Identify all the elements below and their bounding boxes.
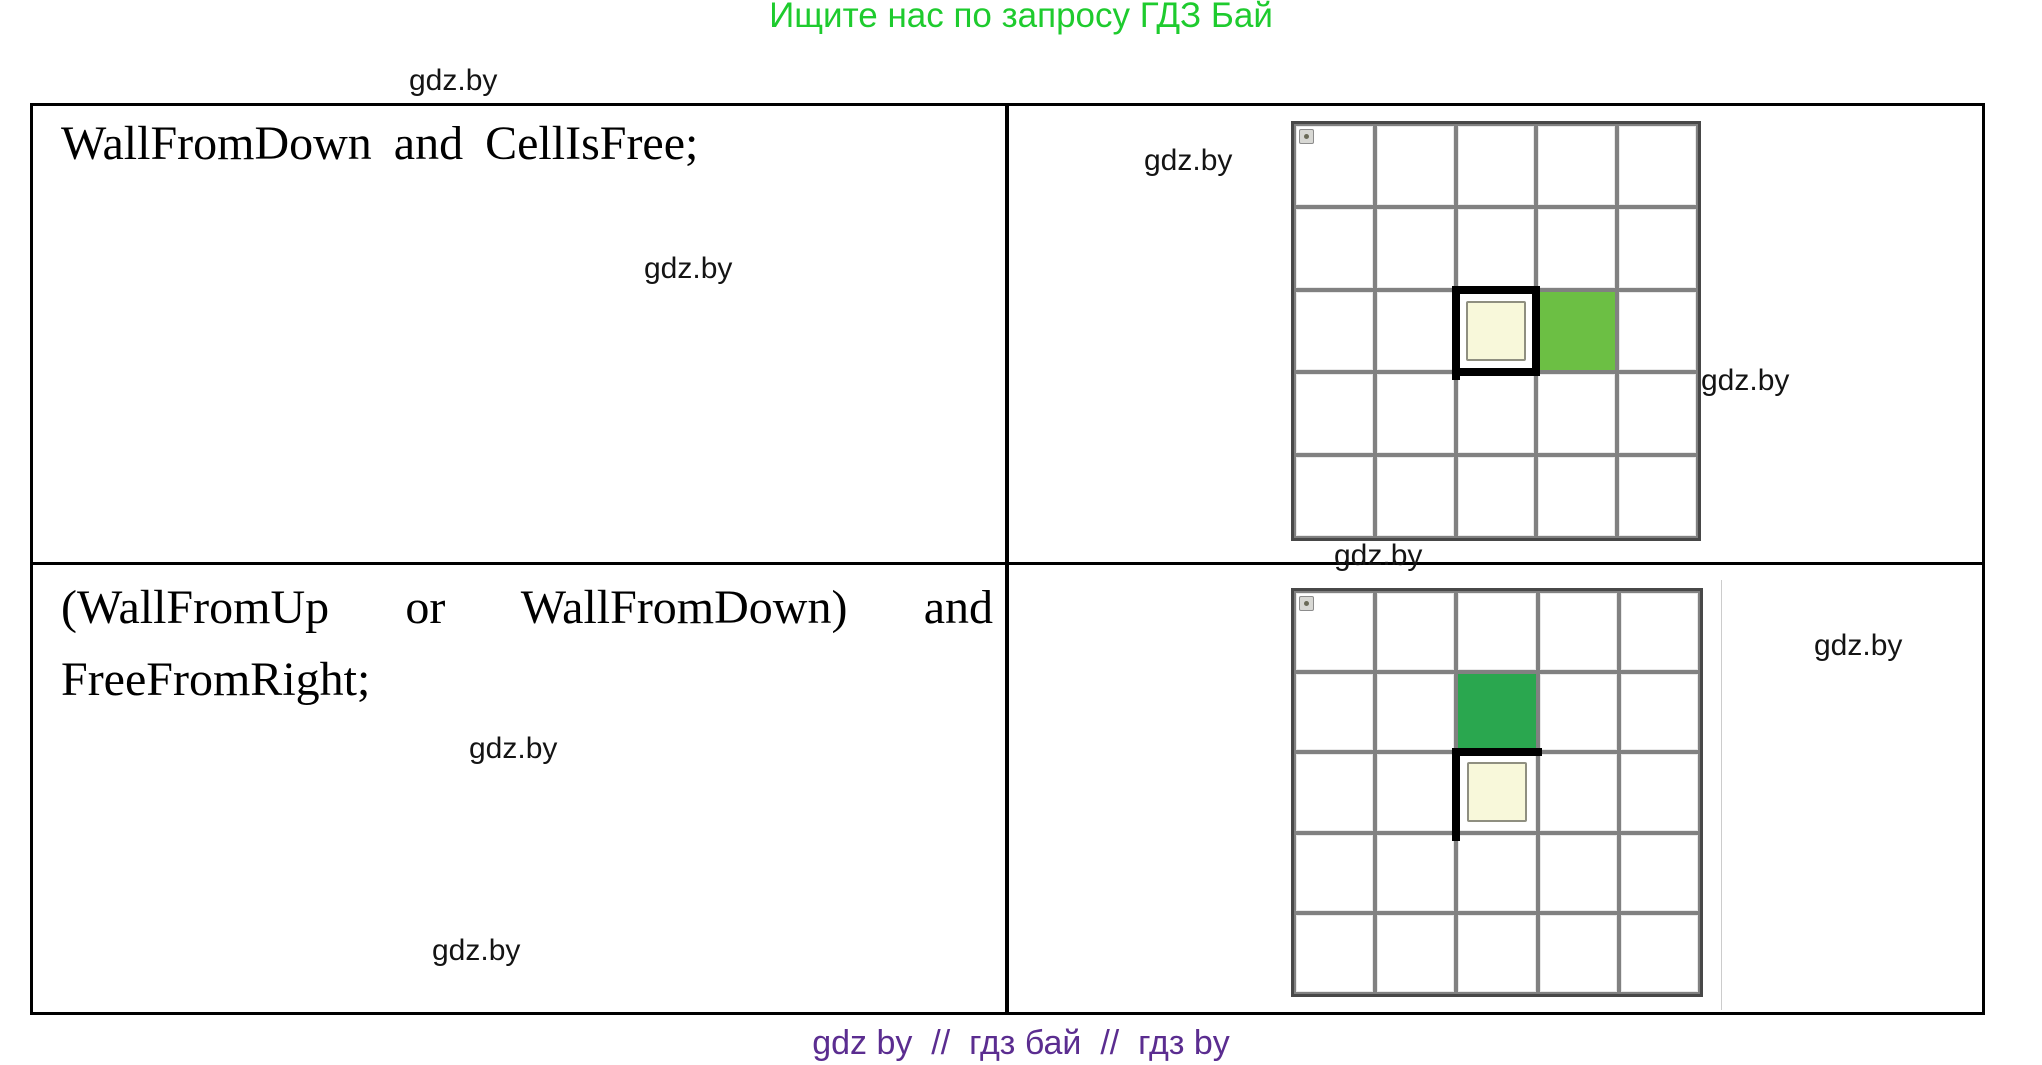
field-corner-marker-icon xyxy=(1299,129,1314,144)
grid-cell xyxy=(1375,752,1457,833)
condition-row2-line2: FreeFromRight; xyxy=(61,653,371,706)
grid-cell xyxy=(1537,913,1619,994)
answer-table: WallFromDown and CellIsFree; (WallFromUp… xyxy=(30,103,1985,1015)
robot-grid-2 xyxy=(1291,588,1703,997)
watermark-gdzby: gdz.by xyxy=(1701,364,1790,397)
marker-dot-icon xyxy=(1304,134,1309,139)
wall-segment-right xyxy=(1532,285,1541,377)
grid-cell xyxy=(1294,455,1375,538)
watermark-gdzby: gdz.by xyxy=(644,252,733,285)
grid-cell xyxy=(1617,124,1698,207)
grid-cell xyxy=(1456,832,1538,914)
condition-text-row2: (WallFromUp or WallFromDown) and FreeFro… xyxy=(61,572,993,716)
watermark-gdzby: gdz.by xyxy=(469,732,558,765)
watermark-gdzby: gdz.by xyxy=(432,934,521,967)
table-row-divider xyxy=(33,562,1982,565)
grid-cell xyxy=(1536,372,1618,456)
marker-dot-icon xyxy=(1304,601,1309,606)
header-promo-text: Ищите нас по запросу ГДЗ Бай xyxy=(769,0,1273,35)
grid-cell xyxy=(1617,455,1698,538)
grid-cell xyxy=(1294,671,1376,753)
grid-cell xyxy=(1537,752,1619,833)
grid-cell xyxy=(1618,913,1700,994)
field-corner-marker-icon xyxy=(1299,596,1314,611)
grid-cell xyxy=(1456,671,1538,753)
grid-cell xyxy=(1455,455,1537,538)
wall-segment-left xyxy=(1452,748,1461,841)
grid-cell xyxy=(1375,832,1457,914)
grid-cell xyxy=(1374,289,1456,373)
grid-cell xyxy=(1536,455,1618,538)
wall-segment-top xyxy=(1451,285,1541,294)
grid-cell xyxy=(1375,913,1457,994)
robot-cell-highlight xyxy=(1465,300,1526,361)
grid-cell xyxy=(1374,455,1456,538)
grid-cell xyxy=(1456,591,1538,672)
grid-cell xyxy=(1374,206,1456,290)
grid-cell xyxy=(1294,591,1376,672)
grid-cell xyxy=(1618,671,1700,753)
robot-cell-highlight xyxy=(1466,762,1527,823)
grid-cell xyxy=(1455,124,1537,207)
watermark-gdzby: gdz.by xyxy=(1814,629,1903,662)
grid-cell xyxy=(1617,289,1698,373)
condition-row2-line1: (WallFromUp or WallFromDown) and xyxy=(61,581,993,634)
grid-cell xyxy=(1618,752,1700,833)
grid-cell xyxy=(1456,752,1538,833)
grid-cell xyxy=(1537,832,1619,914)
footer-promo-text: gdz by // гдз бай // гдз by xyxy=(812,1024,1230,1062)
grid-cell xyxy=(1455,372,1537,456)
grid-cell xyxy=(1537,671,1619,753)
grid-cell xyxy=(1374,372,1456,456)
grid-cell xyxy=(1374,124,1456,207)
watermark-gdzby: gdz.by xyxy=(1144,144,1233,177)
grid-cell xyxy=(1617,206,1698,290)
watermark-gdzby: gdz.by xyxy=(1334,539,1423,572)
grid-cell xyxy=(1294,206,1375,290)
grid-cell xyxy=(1294,124,1375,207)
grid-cell xyxy=(1294,832,1376,914)
grid-cell xyxy=(1617,372,1698,456)
grid-cell xyxy=(1536,124,1618,207)
grid-cell xyxy=(1537,591,1619,672)
wall-segment-bottom xyxy=(1451,368,1541,377)
grid-cell xyxy=(1536,289,1618,373)
table-column-divider xyxy=(1005,106,1009,1012)
image-edge-line xyxy=(1721,580,1722,1010)
robot-grid-1 xyxy=(1291,121,1701,541)
grid-cell xyxy=(1618,591,1700,672)
grid-cell xyxy=(1456,913,1538,994)
wall-segment-top xyxy=(1452,748,1542,757)
grid-cell xyxy=(1455,289,1537,373)
watermark-gdzby: gdz.by xyxy=(409,64,498,97)
condition-text-row1: WallFromDown and CellIsFree; xyxy=(61,117,699,170)
grid-cell xyxy=(1294,752,1376,833)
grid-cell xyxy=(1536,206,1618,290)
grid-cell xyxy=(1455,206,1537,290)
wall-segment-left xyxy=(1451,285,1460,381)
grid-cell xyxy=(1294,289,1375,373)
grid-cell xyxy=(1294,372,1375,456)
grid-cell xyxy=(1618,832,1700,914)
grid-cell xyxy=(1294,913,1376,994)
grid-cell xyxy=(1375,671,1457,753)
grid-cell xyxy=(1375,591,1457,672)
